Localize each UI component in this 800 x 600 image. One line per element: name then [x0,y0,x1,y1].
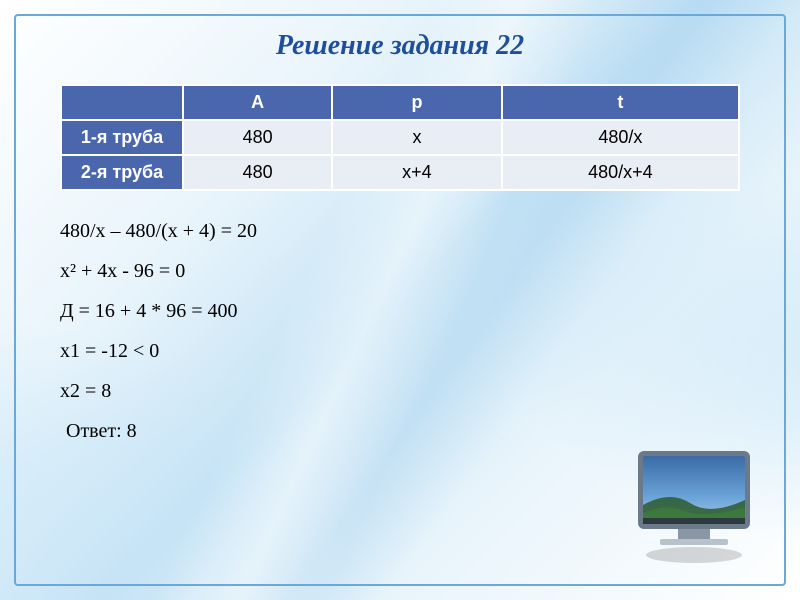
row1-p: x [332,120,502,155]
table-row: 1-я труба 480 x 480/x [61,120,739,155]
table-header-row: A p t [61,85,739,120]
row2-label: 2-я труба [61,155,183,190]
table-row: 2-я труба 480 x+4 480/x+4 [61,155,739,190]
equation-line: x1 = -12 < 0 [60,331,740,371]
row2-a: 480 [183,155,332,190]
row1-t: 480/x [502,120,739,155]
table-header-a: A [183,85,332,120]
table-header-empty [61,85,183,120]
slide-content: Решение задания 22 A p t 1-я труба 480 x… [0,0,800,451]
equation-line: 480/x – 480/(x + 4) = 20 [60,211,740,251]
monitor-icon [630,445,760,570]
table-header-p: p [332,85,502,120]
page-title: Решение задания 22 [60,30,740,62]
row1-label: 1-я труба [61,120,183,155]
row1-a: 480 [183,120,332,155]
equation-line: x² + 4x - 96 = 0 [60,251,740,291]
row2-p: x+4 [332,155,502,190]
equation-line: x2 = 8 [60,371,740,411]
equation-line: Д = 16 + 4 * 96 = 400 [60,291,740,331]
data-table: A p t 1-я труба 480 x 480/x 2-я труба 48… [60,84,740,191]
table-header-t: t [502,85,739,120]
row2-t: 480/x+4 [502,155,739,190]
equations-block: 480/x – 480/(x + 4) = 20 x² + 4x - 96 = … [60,211,740,451]
